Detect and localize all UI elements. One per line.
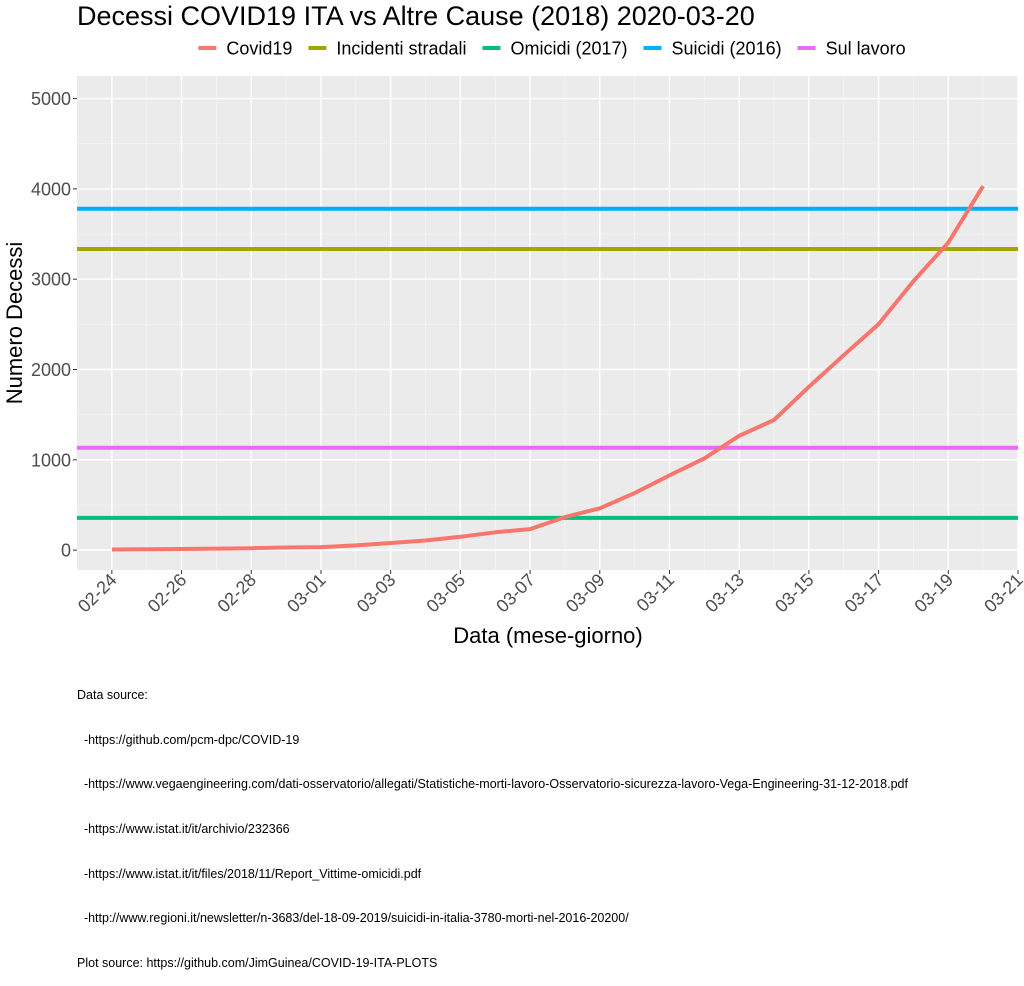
caption-line[interactable]: -http://www.regioni.it/newsletter/n-3683… — [77, 911, 629, 926]
legend-label-omicidi-2017: Omicidi (2017) — [510, 39, 627, 59]
chart: Decessi COVID19 ITA vs Altre Cause (2018… — [2, 1, 1024, 648]
x-tick-label: 03-09 — [562, 570, 609, 617]
legend-label-suicidi-2016: Suicidi (2016) — [672, 39, 782, 59]
y-axis: 0 1000 2000 3000 4000 5000 — [31, 89, 77, 561]
caption-line[interactable]: -https://www.istat.it/it/files/2018/11/R… — [77, 866, 422, 881]
caption-line[interactable]: -https://github.com/pcm-dpc/COVID-19 — [77, 732, 300, 747]
x-tick-label: 03-11 — [633, 570, 679, 616]
x-tick-label: 03-05 — [422, 570, 469, 617]
series-line-covid19 — [111, 184, 985, 552]
x-tick-label: 03-15 — [771, 570, 818, 617]
x-tick-label: 03-21 — [980, 570, 1024, 617]
x-tick-label: 03-17 — [841, 570, 888, 617]
series-lines — [111, 184, 985, 552]
x-tick-label: 03-13 — [701, 570, 748, 617]
x-tick-label: 03-19 — [910, 570, 957, 617]
y-tick-label: 0 — [61, 541, 71, 561]
x-tick-label: 02-26 — [144, 570, 191, 617]
data-source-caption: Data source: -https://github.com/pcm-dpc… — [77, 658, 1022, 986]
x-axis: 02-24 02-26 02-28 03-01 03-03 03-05 03-07 03-09… — [74, 570, 1024, 617]
x-axis-label: Data (mese-giorno) — [453, 623, 643, 648]
chart-legend: Covid19 Incidenti stradali Omicidi (2017) S… — [198, 39, 906, 59]
caption-line[interactable]: -https://www.istat.it/it/archivio/232366 — [77, 821, 290, 836]
legend-label-sul-lavoro: Sul lavoro — [826, 39, 906, 59]
caption-line[interactable]: Plot source: https://github.com/JimGuine… — [77, 956, 438, 971]
y-axis-label: Numero Decessi — [2, 242, 27, 405]
y-tick-label: 2000 — [31, 360, 71, 380]
caption-line: Data source: — [77, 687, 148, 702]
x-tick-label: 02-24 — [74, 570, 121, 617]
x-tick-label: 03-03 — [353, 570, 400, 617]
x-tick-label: 03-01 — [283, 570, 330, 617]
grid-lines — [77, 76, 1019, 570]
y-tick-label: 4000 — [31, 179, 71, 199]
x-tick-label: 02-28 — [213, 570, 260, 617]
legend-label-covid19: Covid19 — [226, 39, 292, 59]
legend-label-incidenti-stradali: Incidenti stradali — [336, 39, 466, 59]
y-tick-label: 3000 — [31, 270, 71, 290]
caption-line[interactable]: -https://www.vegaengineering.com/dati-os… — [77, 777, 908, 792]
plot-panel — [77, 76, 1018, 570]
chart-title: Decessi COVID19 ITA vs Altre Cause (2018… — [77, 1, 755, 31]
reference-lines — [77, 206, 1018, 520]
x-tick-label: 03-07 — [492, 570, 539, 617]
y-tick-label: 5000 — [31, 89, 71, 109]
y-tick-label: 1000 — [31, 450, 71, 470]
